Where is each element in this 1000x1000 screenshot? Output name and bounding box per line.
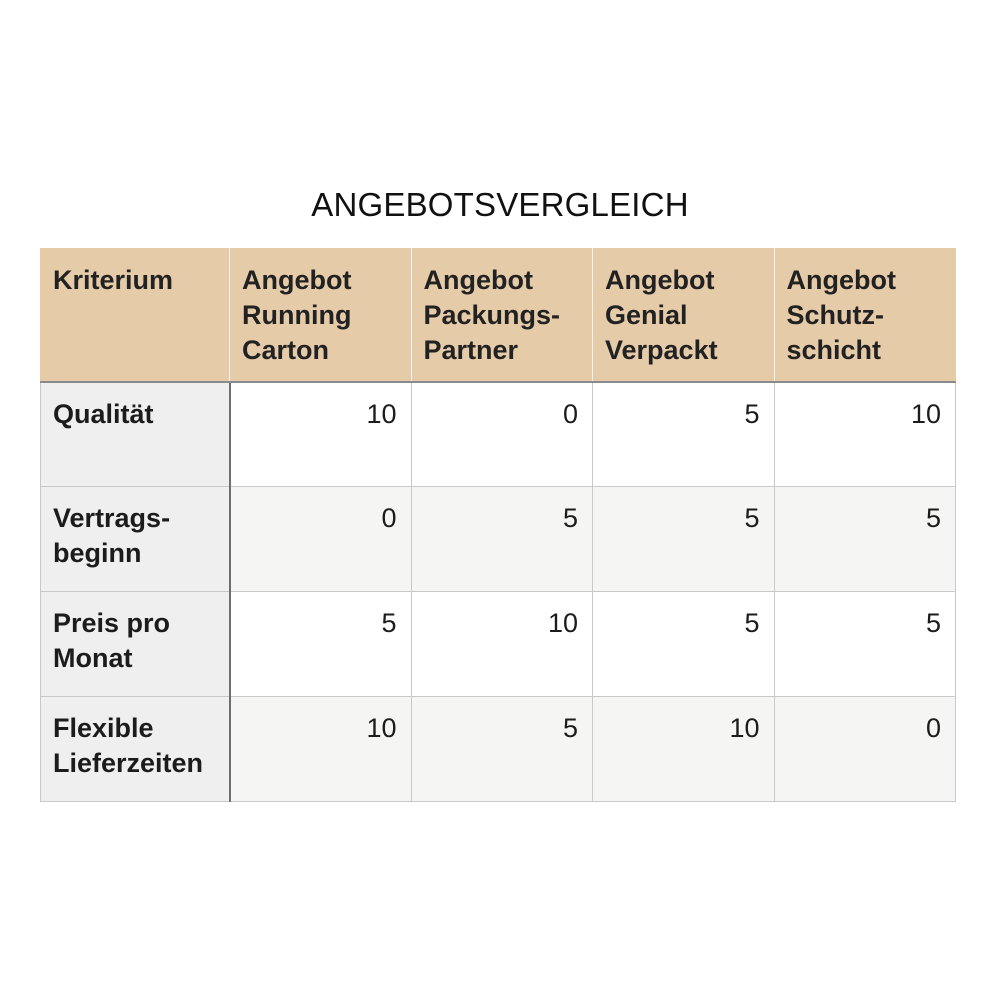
criterion-cell: Vertrags- beginn [40, 486, 231, 592]
header-packungs-partner: Angebot Packungs- Partner [410, 248, 593, 383]
header-row: Kriterium Angebot Running Carton Angebot… [40, 248, 956, 383]
header-line: Packungs- [423, 300, 561, 330]
header-kriterium: Kriterium [40, 248, 230, 383]
header-genial-verpackt: Angebot Genial Verpackt [592, 248, 775, 383]
header-line: Kriterium [53, 265, 174, 295]
value-cell: 0 [410, 381, 593, 487]
criterion-cell: Preis pro Monat [40, 591, 231, 697]
value-cell: 10 [773, 381, 956, 487]
header-line: Carton [242, 335, 329, 365]
row-vertragsbeginn: Vertrags- beginn 0 5 5 5 [40, 486, 956, 592]
header-line: Genial [605, 300, 688, 330]
header-line: Verpackt [605, 335, 718, 365]
criterion-line: Flexible [53, 713, 154, 743]
criterion-line: Preis pro [53, 608, 171, 638]
header-line: schicht [786, 335, 882, 365]
criterion-line: Qualität [53, 398, 154, 429]
criterion-line: Vertrags- [53, 503, 171, 533]
document-title: ANGEBOTSVERGLEICH [311, 186, 689, 223]
value-cell: 10 [592, 696, 775, 802]
value-cell: 5 [410, 486, 593, 592]
value-cell: 5 [410, 696, 593, 802]
criterion-cell: Flexible Lieferzeiten [40, 696, 231, 802]
header-line: Angebot [786, 265, 896, 295]
value-cell: 5 [773, 591, 956, 697]
table-header: Kriterium Angebot Running Carton Angebot… [40, 248, 956, 383]
value-cell: 10 [229, 381, 412, 487]
header-line: Partner [423, 335, 519, 365]
criterion-line: Lieferzeiten [53, 748, 204, 778]
header-line: Angebot [423, 265, 533, 295]
row-flexible-lieferzeiten: Flexible Lieferzeiten 10 5 10 0 [40, 696, 956, 802]
value-cell: 5 [592, 591, 775, 697]
header-running-carton: Angebot Running Carton [229, 248, 412, 383]
criterion-cell: Qualität [40, 381, 231, 487]
value-cell: 5 [592, 486, 775, 592]
row-preis-pro-monat: Preis pro Monat 5 10 5 5 [40, 591, 956, 697]
row-qualitaet: Qualität 10 0 5 10 [40, 381, 956, 487]
header-line: Angebot [605, 265, 715, 295]
criterion-line: beginn [53, 538, 142, 568]
value-cell: 0 [229, 486, 412, 592]
value-cell: 10 [410, 591, 593, 697]
header-schutzschicht: Angebot Schutz- schicht [773, 248, 956, 383]
header-line: Schutz- [786, 300, 885, 330]
header-line: Running [242, 300, 352, 330]
value-cell: 5 [592, 381, 775, 487]
value-cell: 5 [229, 591, 412, 697]
table-body: Qualität 10 0 5 10 Vertrags- beginn 0 5 … [40, 381, 956, 802]
comparison-table: Kriterium Angebot Running Carton Angebot… [40, 248, 956, 802]
value-cell: 5 [773, 486, 956, 592]
criterion-line: Monat [53, 643, 133, 673]
value-cell: 10 [229, 696, 412, 802]
value-cell: 0 [773, 696, 956, 802]
header-line: Angebot [242, 265, 352, 295]
